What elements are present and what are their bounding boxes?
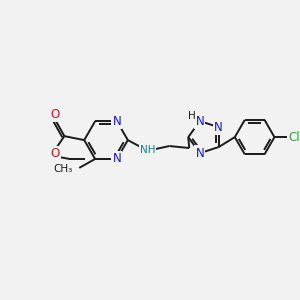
Text: O: O bbox=[51, 108, 60, 121]
Text: CH₃: CH₃ bbox=[53, 164, 72, 174]
Text: N: N bbox=[196, 115, 204, 128]
Text: N: N bbox=[196, 147, 204, 160]
Text: Cl: Cl bbox=[289, 130, 300, 144]
Text: NH: NH bbox=[140, 145, 155, 155]
Text: O: O bbox=[51, 148, 60, 160]
Text: H: H bbox=[188, 111, 196, 121]
Text: N: N bbox=[112, 115, 121, 128]
Text: N: N bbox=[214, 121, 223, 134]
Text: N: N bbox=[112, 152, 121, 166]
